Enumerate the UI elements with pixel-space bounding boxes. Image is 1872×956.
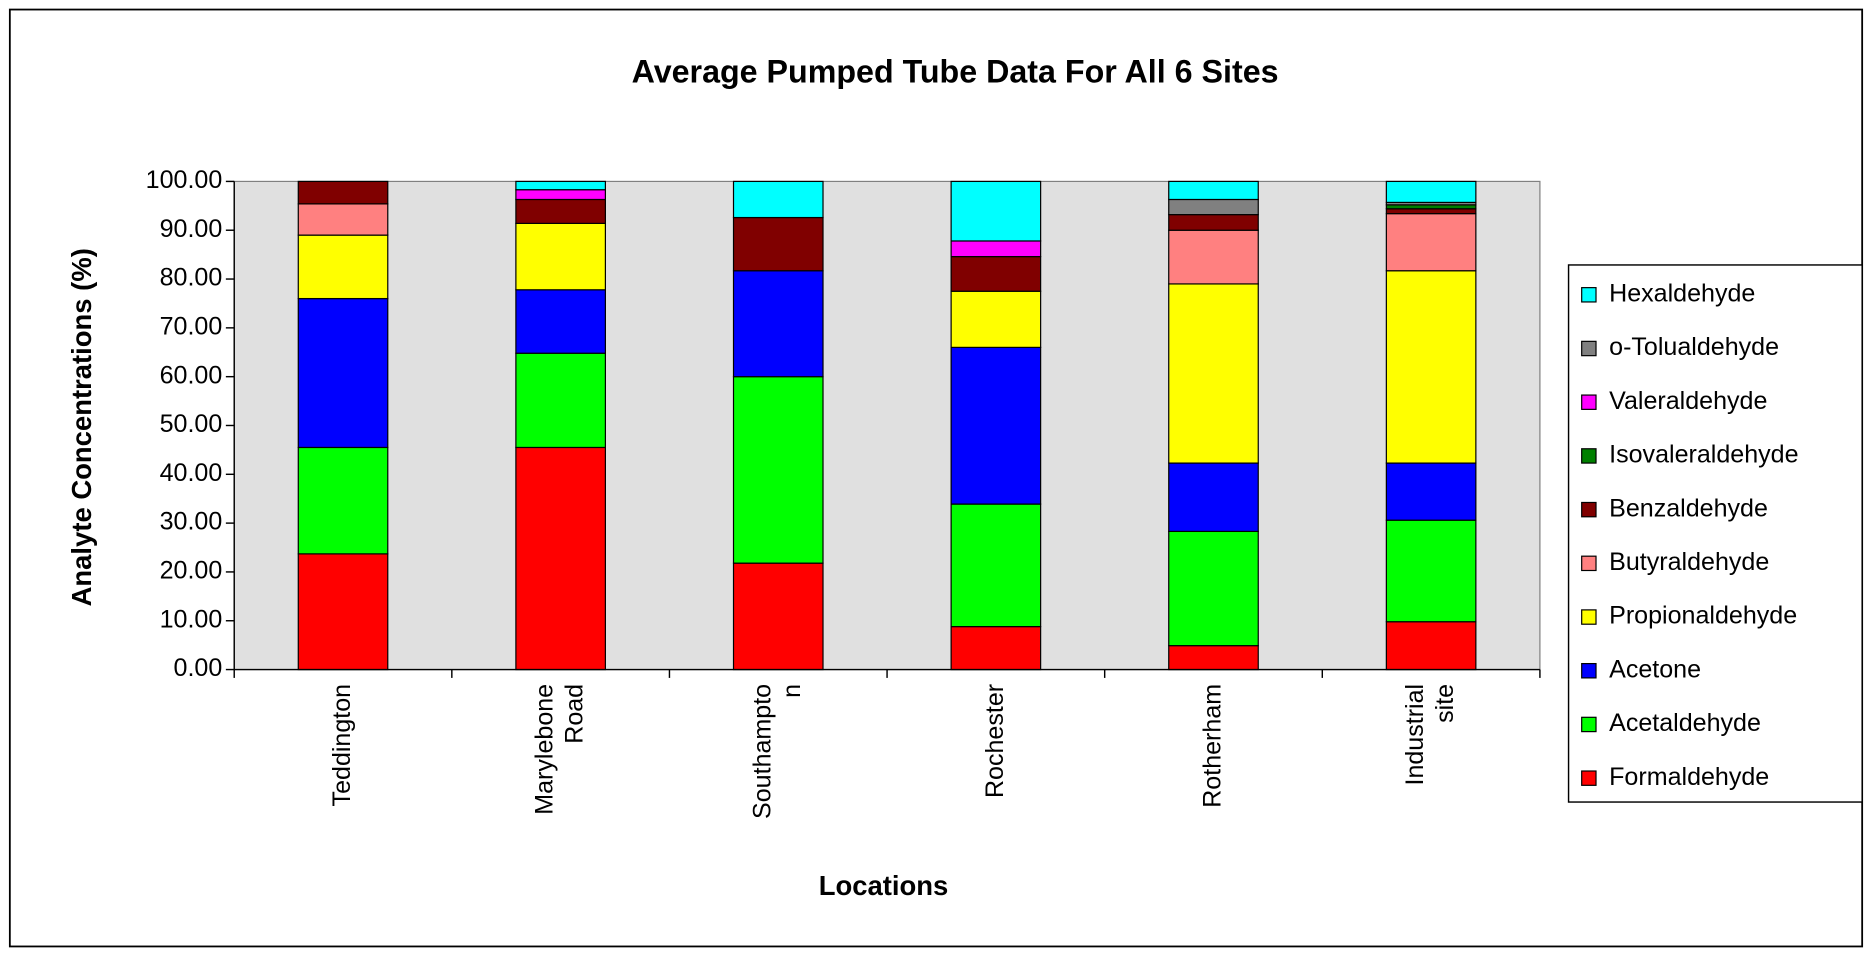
bar-segment bbox=[515, 446, 606, 671]
bar-segment bbox=[1168, 530, 1259, 647]
legend-label: Propionaldehyde bbox=[1609, 602, 1797, 630]
bar-segment bbox=[1385, 270, 1477, 464]
x-tick-label: Rochester bbox=[980, 684, 1008, 798]
x-tick-label: Southampton bbox=[748, 684, 806, 819]
legend-label: Isovaleraldehyde bbox=[1609, 441, 1798, 469]
legend-label: Benzaldehyde bbox=[1609, 494, 1768, 522]
bar-segment bbox=[1385, 621, 1477, 671]
bar-segment bbox=[297, 297, 389, 449]
legend-swatch bbox=[1581, 716, 1597, 733]
bar-segment bbox=[950, 255, 1042, 292]
x-tick-label: Industrialsite bbox=[1401, 684, 1459, 786]
x-tick-label: Rotherham bbox=[1198, 684, 1226, 808]
y-tick-label: 50.00 bbox=[160, 410, 223, 438]
y-tick-label: 70.00 bbox=[160, 312, 223, 340]
y-axis-label: Analyte Concentrations (%) bbox=[66, 248, 97, 606]
x-tick-label: Teddington bbox=[328, 684, 356, 807]
y-tick-label: 0.00 bbox=[174, 654, 223, 682]
legend-label: Valeraldehyde bbox=[1609, 387, 1767, 415]
bar-segment bbox=[1168, 214, 1259, 231]
bar-segment bbox=[950, 240, 1042, 258]
plot-area bbox=[233, 180, 1541, 671]
legend-label: Acetone bbox=[1609, 655, 1701, 683]
y-tick-label: 90.00 bbox=[160, 215, 223, 243]
legend-swatch bbox=[1581, 287, 1597, 303]
bar-segment bbox=[950, 180, 1042, 242]
x-tick-label: MaryleboneRoad bbox=[530, 684, 588, 815]
chart-title: Average Pumped Tube Data For All 6 Sites bbox=[632, 54, 1279, 90]
bar-segment bbox=[515, 352, 606, 449]
x-tick-label-line: Industrial bbox=[1401, 684, 1429, 786]
bar-segment bbox=[515, 198, 606, 224]
x-tick-label-line: Road bbox=[560, 684, 588, 744]
bar-segment bbox=[515, 289, 606, 354]
legend-label: Hexaldehyde bbox=[1609, 279, 1755, 307]
bar-segment bbox=[732, 376, 824, 564]
bar-segment bbox=[1385, 180, 1477, 204]
y-tick-label: 30.00 bbox=[160, 508, 223, 536]
bar-segment bbox=[515, 189, 606, 201]
bar-segment bbox=[1168, 198, 1259, 216]
bar-segment bbox=[732, 562, 824, 671]
legend-label: o-Tolualdehyde bbox=[1609, 333, 1779, 361]
x-tick-label-line: site bbox=[1431, 684, 1459, 723]
bar-segment bbox=[950, 503, 1042, 628]
bar-segment bbox=[297, 203, 389, 236]
y-tick-label: 80.00 bbox=[160, 264, 223, 292]
x-tick-label-line: n bbox=[778, 684, 806, 698]
x-tick-label-line: Southampto bbox=[748, 684, 776, 819]
legend-label: Formaldehyde bbox=[1609, 763, 1769, 791]
y-tick-label: 60.00 bbox=[160, 361, 223, 389]
legend-swatch bbox=[1581, 501, 1597, 518]
bar-segment bbox=[732, 270, 824, 378]
bar-segment bbox=[1168, 283, 1259, 464]
bar-segment bbox=[1385, 208, 1477, 215]
bar-segment bbox=[1168, 229, 1259, 285]
x-axis-label: Locations bbox=[819, 870, 949, 901]
legend-label: Acetaldehyde bbox=[1609, 709, 1761, 737]
legend-swatch bbox=[1581, 448, 1597, 464]
legend-swatch bbox=[1581, 609, 1597, 625]
bar-segment bbox=[950, 626, 1042, 671]
legend-swatch bbox=[1581, 662, 1597, 679]
legend-swatch bbox=[1581, 555, 1597, 572]
legend-swatch bbox=[1581, 394, 1597, 410]
bar-segment bbox=[515, 180, 606, 191]
bar-segment bbox=[950, 346, 1042, 505]
x-tick-label-line: Rochester bbox=[980, 684, 1008, 798]
y-tick-label: 100.00 bbox=[146, 166, 223, 194]
bar-segment bbox=[297, 234, 389, 300]
x-tick-label-line: Marylebone bbox=[530, 684, 558, 815]
legend-box bbox=[1567, 264, 1863, 803]
x-tick-label-line: Rotherham bbox=[1198, 684, 1226, 808]
bar-segment bbox=[297, 446, 389, 555]
bar-segment bbox=[297, 553, 389, 671]
bar-segment bbox=[1385, 462, 1477, 521]
bar-segment bbox=[1168, 462, 1259, 533]
y-tick-label: 10.00 bbox=[160, 605, 223, 633]
bar-segment bbox=[297, 180, 389, 205]
bar-segment bbox=[732, 216, 824, 272]
bar-segment bbox=[515, 222, 606, 291]
legend-swatch bbox=[1581, 340, 1597, 357]
x-tick-label-line: Teddington bbox=[328, 684, 356, 807]
bar-segment bbox=[1385, 519, 1477, 623]
bar-segment bbox=[1385, 213, 1477, 272]
y-tick-label: 40.00 bbox=[160, 459, 223, 487]
bar-segment bbox=[1168, 180, 1259, 201]
bar-segment bbox=[732, 180, 824, 219]
bar-segment bbox=[1168, 645, 1259, 671]
legend-swatch bbox=[1581, 770, 1597, 786]
y-tick-label: 20.00 bbox=[160, 557, 223, 585]
legend-label: Butyraldehyde bbox=[1609, 548, 1769, 576]
bar-segment bbox=[950, 290, 1042, 348]
